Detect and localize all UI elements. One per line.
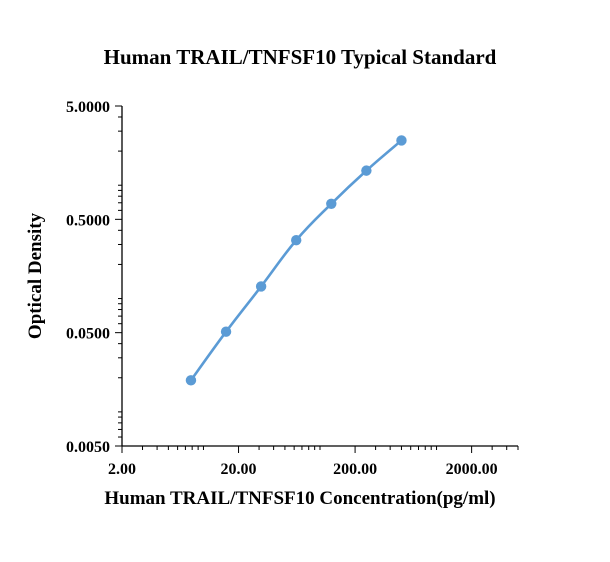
x-tick-label: 2.00 <box>108 461 136 478</box>
y-tick-label: 5.0000 <box>66 99 110 116</box>
x-tick-label: 20.00 <box>221 461 257 478</box>
y-tick-label: 0.5000 <box>66 212 110 229</box>
data-point <box>361 165 372 176</box>
x-tick-label: 2000.00 <box>446 461 498 478</box>
data-point <box>255 281 267 292</box>
data-point <box>220 326 232 337</box>
y-axis-title: Optical Density <box>25 212 46 339</box>
y-tick-label: 0.0050 <box>66 439 110 456</box>
data-point <box>396 135 407 146</box>
series-line <box>189 139 403 382</box>
axes: 2.00 20.00 200.00 2000.00 0.0050 0.0500 0.5000… <box>66 99 519 478</box>
data-point <box>291 235 302 246</box>
data-series <box>185 135 407 386</box>
chart-title: Human TRAIL/TNFSF10 Typical Standard <box>104 45 497 69</box>
x-tick-label: 200.00 <box>333 461 377 478</box>
y-tick-label: 0.0500 <box>66 326 110 343</box>
data-point <box>185 375 197 386</box>
x-axis-title: Human TRAIL/TNFSF10 Concentration(pg/ml) <box>104 488 495 509</box>
data-point <box>326 198 337 209</box>
